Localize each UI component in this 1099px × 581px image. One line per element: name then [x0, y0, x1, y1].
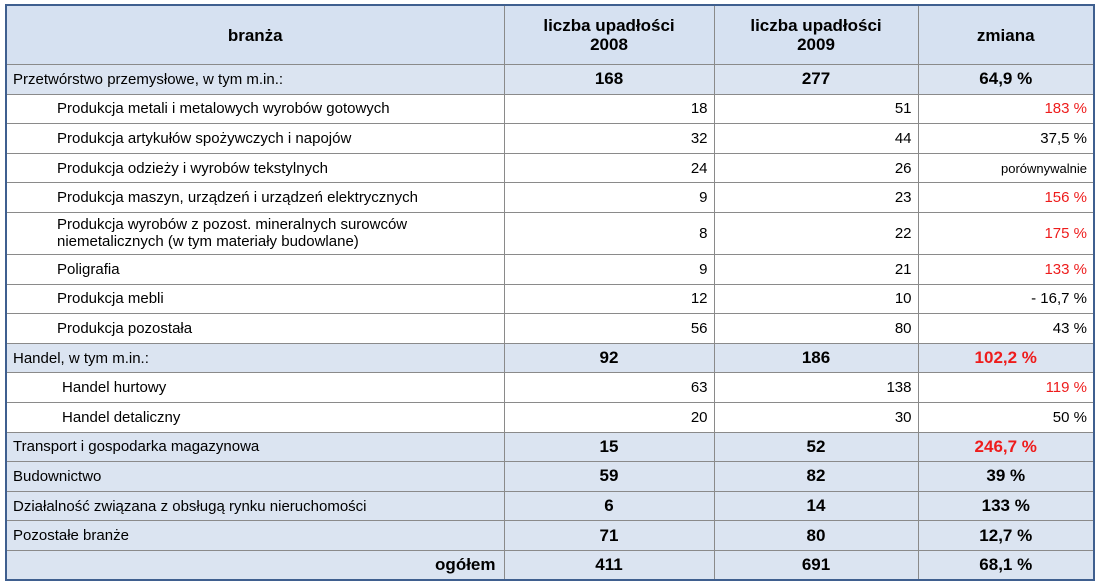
value-2009: 30	[713, 401, 919, 433]
row-name: Pozostałe branże	[5, 520, 505, 551]
header-branza: branża	[5, 4, 505, 65]
change-value: 12,7 %	[917, 520, 1095, 551]
table-row: Produkcja wyrobów z pozost. mineralnych …	[5, 211, 1095, 255]
change-value: 175 %	[917, 211, 1095, 255]
header-zmiana: zmiana	[917, 4, 1095, 65]
change-value: 119 %	[917, 372, 1095, 403]
change-value: 183 %	[917, 93, 1095, 125]
row-name: Handel hurtowy	[5, 372, 505, 403]
table-row: Działalność związana z obsługą rynku nie…	[5, 490, 1095, 522]
row-name: Handel, w tym m.in.:	[5, 342, 505, 374]
row-name: Transport i gospodarka magazynowa	[5, 431, 505, 463]
row-name: Produkcja odzieży i wyrobów tekstylnych	[5, 152, 505, 184]
change-value: 43 %	[917, 313, 1095, 344]
value-2008: 59	[503, 461, 715, 492]
row-name: Produkcja pozostała	[5, 313, 505, 344]
value-2008: 12	[503, 283, 715, 315]
row-name: Produkcja metali i metalowych wyrobów go…	[5, 93, 505, 125]
value-2009: 21	[713, 253, 919, 285]
value-2008: 24	[503, 152, 715, 184]
value-2009: 10	[713, 283, 919, 315]
row-name: Budownictwo	[5, 461, 505, 492]
value-2009: 80	[713, 520, 919, 551]
bankruptcy-table: branża liczba upadłości 2008 liczba upadł…	[5, 4, 1095, 581]
row-name: Produkcja wyrobów z pozost. mineralnych …	[5, 211, 505, 255]
row-name: Produkcja mebli	[5, 283, 505, 315]
value-2009: 80	[713, 313, 919, 344]
value-2009: 82	[713, 461, 919, 492]
change-value: 246,7 %	[917, 431, 1095, 463]
value-2009: 23	[713, 182, 919, 213]
value-2009: 52	[713, 431, 919, 463]
table-row: Produkcja maszyn, urządzeń i urządzeń el…	[5, 182, 1095, 213]
change-value: porównywalnie	[917, 152, 1095, 184]
total-2009: 691	[713, 549, 919, 581]
table-row: Produkcja metali i metalowych wyrobów go…	[5, 93, 1095, 125]
table-row: Produkcja odzieży i wyrobów tekstylnych …	[5, 152, 1095, 184]
value-2009: 51	[713, 93, 919, 125]
total-2008: 411	[503, 549, 715, 581]
value-2008: 63	[503, 372, 715, 403]
value-2008: 56	[503, 313, 715, 344]
value-2009: 14	[713, 490, 919, 522]
value-2009: 26	[713, 152, 919, 184]
change-value: 133 %	[917, 490, 1095, 522]
table-row: Transport i gospodarka magazynowa 15 52 …	[5, 431, 1095, 463]
header-2009: liczba upadłości 2009	[713, 4, 919, 65]
value-2008: 9	[503, 253, 715, 285]
row-name: Działalność związana z obsługą rynku nie…	[5, 490, 505, 522]
row-name: Poligrafia	[5, 253, 505, 285]
value-2008: 20	[503, 401, 715, 433]
total-row: ogółem 411 691 68,1 %	[5, 549, 1095, 581]
value-2008: 71	[503, 520, 715, 551]
table-row: Handel, w tym m.in.: 92 186 102,2 %	[5, 342, 1095, 374]
value-2009: 44	[713, 123, 919, 154]
value-2009: 22	[713, 211, 919, 255]
table-row: Produkcja pozostała 56 80 43 %	[5, 313, 1095, 344]
value-2009: 277	[713, 64, 919, 95]
total-change: 68,1 %	[917, 549, 1095, 581]
row-name: Przetwórstwo przemysłowe, w tym m.in.:	[5, 64, 505, 95]
row-name: Produkcja artykułów spożywczych i napojó…	[5, 123, 505, 154]
value-2008: 15	[503, 431, 715, 463]
value-2008: 32	[503, 123, 715, 154]
value-2008: 8	[503, 211, 715, 255]
row-name: Handel detaliczny	[5, 401, 505, 433]
value-2008: 168	[503, 64, 715, 95]
change-value: 64,9 %	[917, 64, 1095, 95]
table-row: Pozostałe branże 71 80 12,7 %	[5, 520, 1095, 551]
change-value: 102,2 %	[917, 342, 1095, 374]
row-name: Produkcja maszyn, urządzeń i urządzeń el…	[5, 182, 505, 213]
table-row: Handel hurtowy 63 138 119 %	[5, 372, 1095, 403]
table-row: Handel detaliczny 20 30 50 %	[5, 401, 1095, 433]
header-row: branża liczba upadłości 2008 liczba upadł…	[5, 4, 1095, 65]
change-value: 37,5 %	[917, 123, 1095, 154]
table-row: Poligrafia 9 21 133 %	[5, 253, 1095, 285]
total-label: ogółem	[5, 549, 505, 581]
change-value: 39 %	[917, 461, 1095, 492]
table-row: Produkcja artykułów spożywczych i napojó…	[5, 123, 1095, 154]
value-2008: 9	[503, 182, 715, 213]
value-2008: 18	[503, 93, 715, 125]
value-2009: 186	[713, 342, 919, 374]
change-value: 156 %	[917, 182, 1095, 213]
value-2009: 138	[713, 372, 919, 403]
change-value: 50 %	[917, 401, 1095, 433]
table-row: Produkcja mebli 12 10 - 16,7 %	[5, 283, 1095, 315]
table-row: Przetwórstwo przemysłowe, w tym m.in.: 1…	[5, 64, 1095, 95]
change-value: 133 %	[917, 253, 1095, 285]
change-value: - 16,7 %	[917, 283, 1095, 315]
header-2008: liczba upadłości 2008	[503, 4, 715, 65]
value-2008: 92	[503, 342, 715, 374]
value-2008: 6	[503, 490, 715, 522]
table-row: Budownictwo 59 82 39 %	[5, 461, 1095, 492]
